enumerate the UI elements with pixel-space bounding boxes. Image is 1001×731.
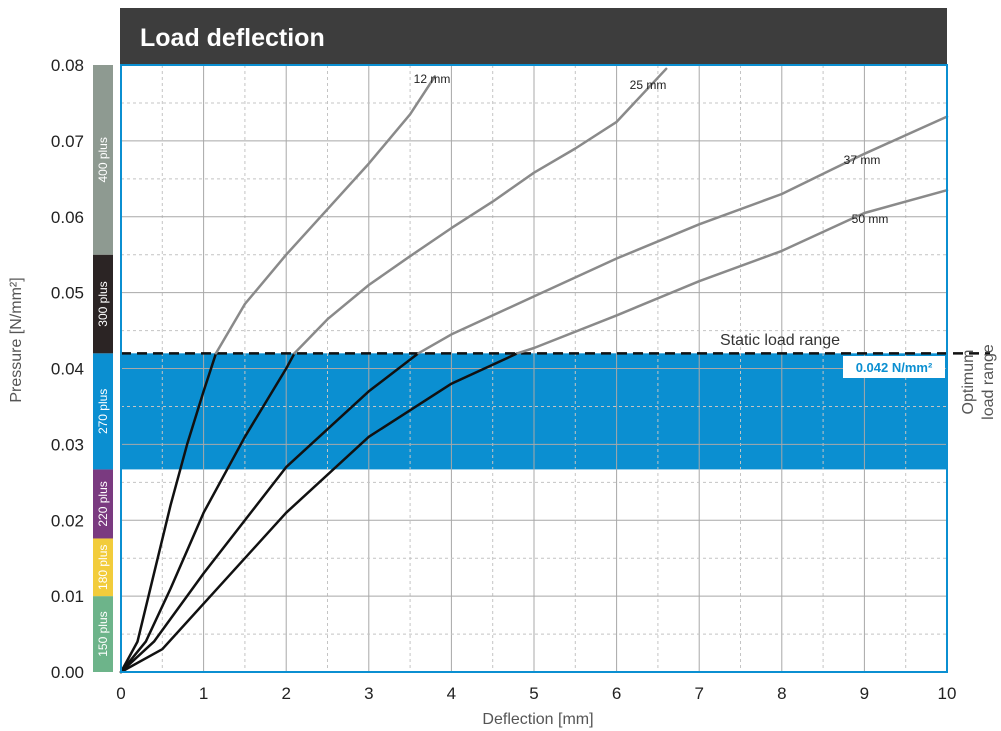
chart-title: Load deflection	[140, 24, 325, 52]
title-bar	[120, 8, 947, 66]
x-tick-label: 6	[612, 684, 621, 703]
y-axis-title: Pressure [N/mm²]	[8, 277, 25, 402]
material-band	[93, 469, 113, 539]
material-band-label: 150 plus	[96, 611, 110, 656]
x-tick-label: 0	[116, 684, 125, 703]
material-band	[93, 65, 113, 255]
series-line-upper	[417, 115, 949, 355]
x-tick-label: 9	[860, 684, 869, 703]
x-tick-label: 4	[447, 684, 456, 703]
x-tick-label: 10	[938, 684, 957, 703]
series-line-lower	[119, 352, 420, 674]
material-band-label: 270 plus	[96, 389, 110, 434]
x-tick-label: 1	[199, 684, 208, 703]
y-tick-label: 0.01	[51, 587, 84, 606]
y-tick-label: 0.00	[51, 663, 84, 682]
material-band-label: 220 plus	[96, 481, 110, 526]
series-label: 25 mm	[630, 78, 667, 92]
x-tick-label: 8	[777, 684, 786, 703]
static-load-value: 0.042 N/mm²	[856, 360, 933, 375]
material-band-label: 180 plus	[96, 545, 110, 590]
material-band	[93, 596, 113, 672]
y-tick-label: 0.06	[51, 208, 84, 227]
y-tick-label: 0.03	[51, 435, 84, 454]
static-load-value-box	[843, 356, 945, 378]
series-line-lower	[119, 352, 218, 674]
material-band	[93, 353, 113, 470]
material-band-label: 400 plus	[96, 137, 110, 182]
x-tick-label: 2	[281, 684, 290, 703]
plot-frame	[120, 64, 948, 673]
series-line-upper	[293, 67, 668, 355]
y-tick-label: 0.07	[51, 132, 84, 151]
optimum-label-line2: load range	[980, 344, 997, 420]
series-line-lower	[119, 352, 519, 674]
x-tick-label: 5	[529, 684, 538, 703]
y-tick-label: 0.08	[51, 56, 84, 75]
series-line-lower	[119, 352, 296, 674]
material-band-label: 300 plus	[96, 281, 110, 326]
optimum-label-line1: Optimum	[960, 350, 977, 415]
y-tick-label: 0.02	[51, 511, 84, 530]
x-tick-label: 3	[364, 684, 373, 703]
series-label: 50 mm	[852, 212, 889, 226]
material-band	[93, 254, 113, 354]
static-load-label: Static load range	[720, 332, 840, 349]
series-line-upper	[214, 75, 437, 355]
series-line-upper	[516, 188, 949, 355]
x-axis-title: Deflection [mm]	[482, 711, 593, 728]
y-tick-label: 0.05	[51, 284, 84, 303]
series-label: 12 mm	[414, 72, 451, 86]
series-label: 37 mm	[844, 153, 881, 167]
y-tick-label: 0.04	[51, 360, 84, 379]
x-tick-label: 7	[694, 684, 703, 703]
material-band	[93, 538, 113, 597]
